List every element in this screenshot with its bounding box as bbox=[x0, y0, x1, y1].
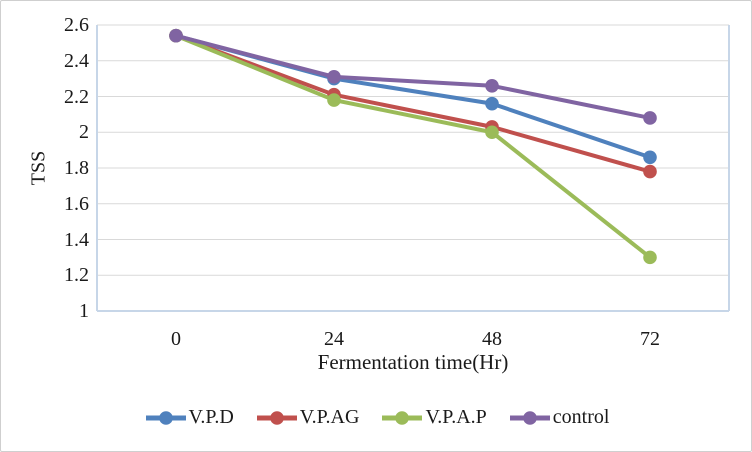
data-point-V.P.A.P bbox=[327, 93, 341, 107]
y-tick-label: 1.2 bbox=[64, 264, 89, 287]
x-tick-label: 72 bbox=[640, 328, 660, 350]
series-line-V.P.A.P bbox=[174, 33, 652, 260]
data-point-control bbox=[327, 70, 341, 84]
legend-label: control bbox=[552, 406, 610, 428]
legend-item-V.P.A.P: V.P.A.P bbox=[381, 406, 487, 429]
legend-marker bbox=[522, 410, 537, 425]
legend-item-V.P.AG: V.P.AG bbox=[256, 406, 360, 429]
legend-label: V.P.AG bbox=[299, 406, 360, 428]
legend-label: V.P.A.P bbox=[425, 406, 487, 428]
legend-swatch bbox=[382, 410, 423, 425]
x-tick-label: 24 bbox=[324, 328, 344, 350]
legend-item-V.P.D: V.P.D bbox=[145, 406, 234, 429]
legend-marker bbox=[158, 410, 173, 425]
legend-label: V.P.D bbox=[188, 406, 234, 428]
data-point-control bbox=[643, 111, 657, 125]
y-tick-label: 1.6 bbox=[64, 192, 89, 215]
y-tick-label: 2.4 bbox=[64, 49, 89, 72]
legend: V.P.D V.P.AG V.P.A.P control bbox=[1, 406, 751, 429]
legend-swatch bbox=[145, 410, 186, 425]
x-tick-label: 48 bbox=[482, 328, 502, 350]
data-point-V.P.A.P bbox=[643, 250, 657, 265]
legend-marker bbox=[395, 410, 410, 425]
data-point-V.P.D bbox=[643, 150, 657, 165]
series-line-V.P.AG bbox=[174, 33, 652, 174]
x-tick-label: 0 bbox=[171, 328, 181, 350]
y-tick-label: 1 bbox=[79, 300, 89, 322]
data-point-control bbox=[169, 28, 183, 43]
data-point-control bbox=[485, 78, 499, 93]
legend-swatch bbox=[509, 410, 550, 425]
series-line-control bbox=[174, 33, 652, 120]
legend-marker bbox=[269, 410, 284, 425]
legend-item-control: control bbox=[509, 406, 610, 429]
y-tick-label: 1.8 bbox=[64, 157, 89, 179]
data-point-V.P.A.P bbox=[485, 125, 499, 140]
y-tick-label: 1.4 bbox=[64, 228, 89, 251]
y-tick-label: 2.2 bbox=[64, 85, 89, 108]
x-axis-title: Fermentation time(Hr) bbox=[317, 350, 509, 374]
data-point-V.P.D bbox=[485, 96, 499, 111]
legend-swatch bbox=[256, 410, 297, 425]
y-tick-label: 2 bbox=[79, 121, 89, 144]
y-tick-label: 2.6 bbox=[64, 14, 89, 36]
data-point-V.P.AG bbox=[643, 164, 657, 179]
